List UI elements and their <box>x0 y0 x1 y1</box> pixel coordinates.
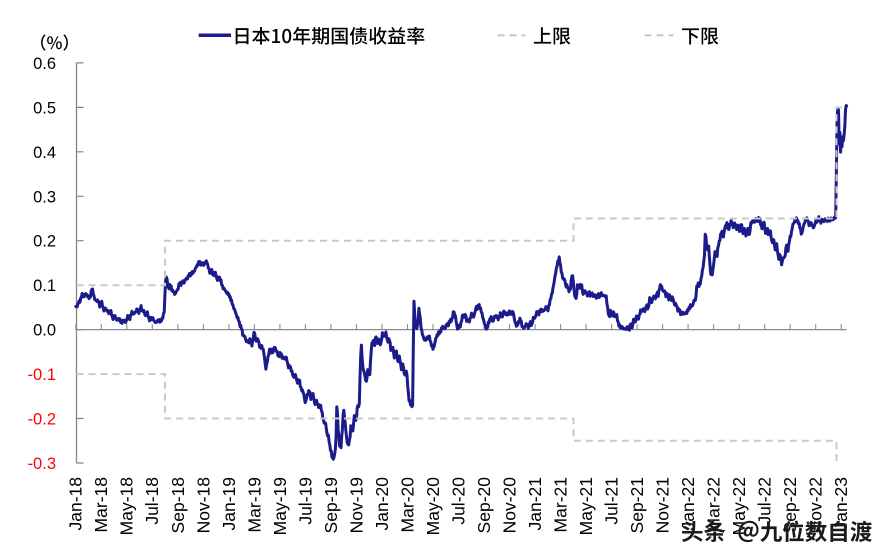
svg-text:Sep-20: Sep-20 <box>474 477 494 534</box>
svg-text:Mar-19: Mar-19 <box>244 477 264 532</box>
svg-text:Mar-20: Mar-20 <box>397 477 417 533</box>
svg-text:Jan-18: Jan-18 <box>66 477 86 531</box>
svg-text:Jan-21: Jan-21 <box>525 477 545 531</box>
svg-text:May-22: May-22 <box>729 477 749 535</box>
svg-text:Sep-18: Sep-18 <box>168 477 188 533</box>
svg-text:Jul-19: Jul-19 <box>295 477 315 525</box>
svg-text:0.4: 0.4 <box>33 144 56 162</box>
svg-text:Mar-18: Mar-18 <box>91 477 111 532</box>
svg-text:Sep-22: Sep-22 <box>780 477 800 533</box>
svg-text:0.2: 0.2 <box>33 233 56 251</box>
svg-text:0.6: 0.6 <box>33 55 56 73</box>
svg-text:Sep-21: Sep-21 <box>627 477 647 533</box>
svg-text:Jan-23: Jan-23 <box>831 477 851 531</box>
svg-text:-0.2: -0.2 <box>28 411 56 429</box>
svg-text:May-18: May-18 <box>117 477 137 535</box>
svg-text:Jul-22: Jul-22 <box>755 477 775 525</box>
svg-text:0.5: 0.5 <box>33 99 56 117</box>
svg-text:0.3: 0.3 <box>33 188 56 206</box>
svg-text:Nov-20: Nov-20 <box>499 477 519 534</box>
svg-text:May-20: May-20 <box>423 477 443 536</box>
svg-text:-0.3: -0.3 <box>28 455 56 473</box>
svg-text:Nov-21: Nov-21 <box>653 477 673 533</box>
svg-text:Sep-19: Sep-19 <box>321 477 341 533</box>
svg-text:Jan-20: Jan-20 <box>372 477 392 531</box>
svg-text:Mar-22: Mar-22 <box>704 477 724 532</box>
svg-text:Nov-18: Nov-18 <box>193 477 213 533</box>
svg-text:Nov-19: Nov-19 <box>346 477 366 533</box>
svg-text:0.0: 0.0 <box>33 322 56 340</box>
svg-text:Nov-22: Nov-22 <box>806 477 826 533</box>
svg-text:Mar-21: Mar-21 <box>551 477 571 532</box>
svg-text:May-21: May-21 <box>576 477 596 535</box>
svg-text:Jul-20: Jul-20 <box>448 477 468 525</box>
svg-text:0.1: 0.1 <box>33 277 56 295</box>
svg-text:-0.1: -0.1 <box>28 366 56 384</box>
svg-text:May-19: May-19 <box>270 477 290 535</box>
svg-text:Jan-22: Jan-22 <box>678 477 698 531</box>
svg-text:Jul-18: Jul-18 <box>142 477 162 525</box>
svg-text:Jul-21: Jul-21 <box>602 477 622 525</box>
svg-text:Jan-19: Jan-19 <box>219 477 239 531</box>
